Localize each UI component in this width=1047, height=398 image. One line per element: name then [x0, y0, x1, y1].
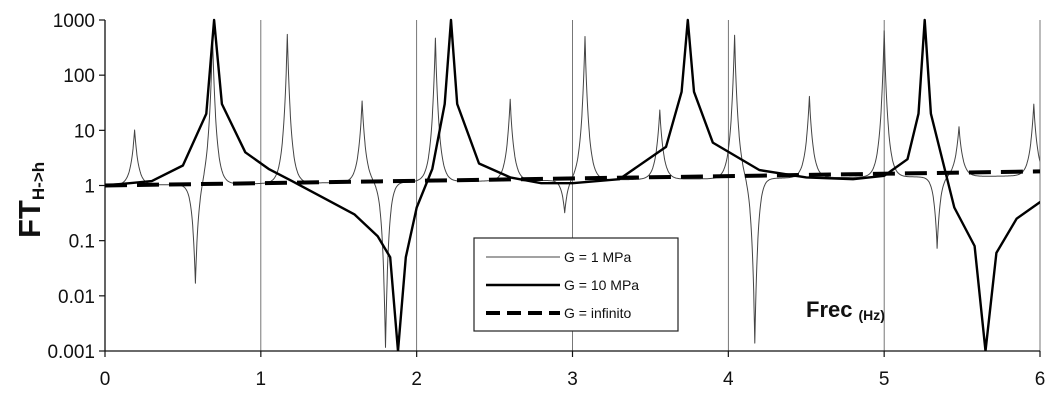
- x-tick-label-2: 2: [411, 369, 422, 390]
- y-tick-label-0.1: 0.1: [69, 232, 95, 253]
- x-tick-label-4: 4: [723, 369, 734, 390]
- legend-label-3: G = infinito: [564, 305, 632, 321]
- series-line-3: [105, 169, 1040, 188]
- legend-label-2: G = 10 MPa: [564, 277, 639, 293]
- y-tick-label-100: 100: [63, 66, 95, 87]
- x-axis-label-unit: (Hz): [858, 307, 884, 323]
- y-tick-label-10: 10: [74, 121, 95, 142]
- x-tick-label-6: 6: [1035, 369, 1046, 390]
- x-tick-label-3: 3: [567, 369, 578, 390]
- y-tick-label-1: 1: [84, 177, 95, 198]
- y-tick-label-0.01: 0.01: [58, 287, 95, 308]
- x-axis-label: Frec (Hz): [806, 297, 885, 323]
- grid-lines: [260, 20, 1041, 351]
- y-axis-label: FTH->h: [12, 162, 48, 238]
- x-tick-label-5: 5: [879, 369, 890, 390]
- series-layer: [105, 18, 1040, 351]
- y-tick-label-1000: 1000: [53, 11, 95, 32]
- x-tick-label-1: 1: [256, 369, 267, 390]
- x-tick-label-0: 0: [100, 369, 111, 390]
- x-axis-label-main: Frec: [806, 297, 852, 322]
- legend-label-1: G = 1 MPa: [564, 249, 632, 265]
- y-axis-label-subscript: H->h: [29, 162, 48, 200]
- y-tick-label-0.001: 0.001: [47, 342, 95, 363]
- legend: G = 1 MPa G = 10 MPa G = infinito: [473, 237, 679, 332]
- y-axis-label-main: FT: [12, 200, 47, 238]
- axis-labels: FTH->h Frec (Hz): [12, 162, 885, 323]
